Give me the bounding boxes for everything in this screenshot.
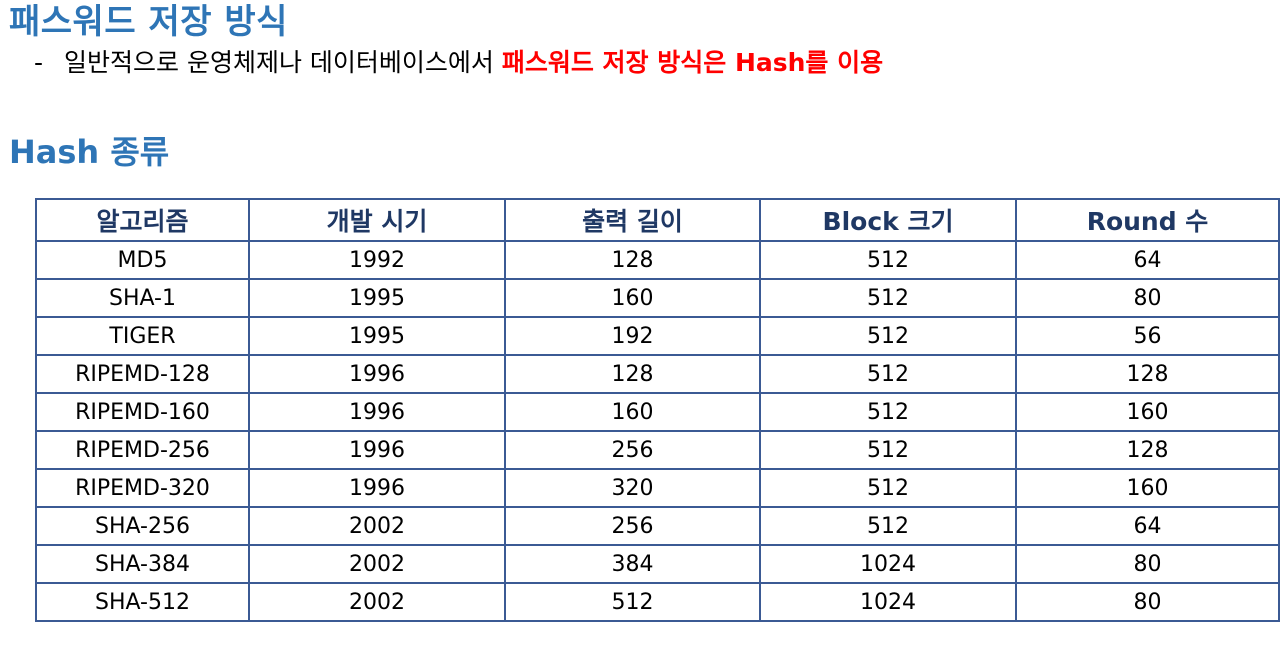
table-row: SHA-1 1995 160 512 80: [35, 278, 1280, 318]
cell-output-length: 160: [504, 392, 761, 432]
cell-round-count: 80: [1015, 278, 1280, 318]
cell-output-length: 256: [504, 506, 761, 546]
cell-round-count: 64: [1015, 240, 1280, 280]
cell-round-count: 160: [1015, 468, 1280, 508]
cell-block-size: 1024: [759, 582, 1017, 622]
cell-dev-period: 2002: [248, 506, 506, 546]
header-algorithm: 알고리즘: [35, 198, 250, 242]
cell-algorithm: SHA-512: [35, 582, 250, 622]
section-title: Hash 종류: [9, 133, 170, 171]
table-row: TIGER 1995 192 512 56: [35, 316, 1280, 356]
cell-block-size: 512: [759, 392, 1017, 432]
cell-dev-period: 1995: [248, 316, 506, 356]
cell-dev-period: 1996: [248, 468, 506, 508]
cell-round-count: 160: [1015, 392, 1280, 432]
cell-round-count: 56: [1015, 316, 1280, 356]
cell-output-length: 128: [504, 240, 761, 280]
cell-round-count: 80: [1015, 544, 1280, 584]
cell-output-length: 192: [504, 316, 761, 356]
cell-algorithm: TIGER: [35, 316, 250, 356]
cell-output-length: 128: [504, 354, 761, 394]
header-round-count: Round 수: [1015, 198, 1280, 242]
cell-dev-period: 1996: [248, 354, 506, 394]
cell-block-size: 512: [759, 468, 1017, 508]
cell-algorithm: RIPEMD-256: [35, 430, 250, 470]
table-row: RIPEMD-320 1996 320 512 160: [35, 468, 1280, 508]
cell-dev-period: 1992: [248, 240, 506, 280]
bullet-line: - 일반적으로 운영체제나 데이터베이스에서 패스워드 저장 방식은 Hash를 …: [34, 45, 883, 81]
cell-algorithm: SHA-256: [35, 506, 250, 546]
header-dev-period: 개발 시기: [248, 198, 506, 242]
cell-round-count: 128: [1015, 354, 1280, 394]
page-title: 패스워드 저장 방식: [9, 2, 288, 42]
cell-block-size: 1024: [759, 544, 1017, 584]
cell-block-size: 512: [759, 316, 1017, 356]
cell-round-count: 128: [1015, 430, 1280, 470]
cell-algorithm: SHA-1: [35, 278, 250, 318]
cell-dev-period: 1996: [248, 430, 506, 470]
table-header-row: 알고리즘 개발 시기 출력 길이 Block 크기 Round 수: [35, 198, 1280, 242]
cell-output-length: 512: [504, 582, 761, 622]
bullet-text: 일반적으로 운영체제나 데이터베이스에서: [64, 48, 502, 77]
cell-output-length: 320: [504, 468, 761, 508]
cell-algorithm: RIPEMD-128: [35, 354, 250, 394]
cell-output-length: 256: [504, 430, 761, 470]
hash-table: 알고리즘 개발 시기 출력 길이 Block 크기 Round 수 MD5 19…: [35, 198, 1280, 622]
header-output-length: 출력 길이: [504, 198, 761, 242]
cell-algorithm: RIPEMD-320: [35, 468, 250, 508]
cell-round-count: 80: [1015, 582, 1280, 622]
cell-output-length: 160: [504, 278, 761, 318]
table-row: RIPEMD-256 1996 256 512 128: [35, 430, 1280, 470]
cell-dev-period: 1996: [248, 392, 506, 432]
cell-round-count: 64: [1015, 506, 1280, 546]
cell-output-length: 384: [504, 544, 761, 584]
bullet-dash: -: [34, 48, 44, 77]
cell-algorithm: RIPEMD-160: [35, 392, 250, 432]
cell-dev-period: 1995: [248, 278, 506, 318]
table-row: RIPEMD-128 1996 128 512 128: [35, 354, 1280, 394]
cell-dev-period: 2002: [248, 582, 506, 622]
cell-algorithm: MD5: [35, 240, 250, 280]
cell-block-size: 512: [759, 240, 1017, 280]
bullet-highlight: 패스워드 저장 방식은 Hash를 이용: [501, 48, 884, 77]
table-row: SHA-256 2002 256 512 64: [35, 506, 1280, 546]
header-block-size: Block 크기: [759, 198, 1017, 242]
table-row: RIPEMD-160 1996 160 512 160: [35, 392, 1280, 432]
table-row: MD5 1992 128 512 64: [35, 240, 1280, 280]
cell-block-size: 512: [759, 506, 1017, 546]
cell-algorithm: SHA-384: [35, 544, 250, 584]
cell-block-size: 512: [759, 430, 1017, 470]
cell-dev-period: 2002: [248, 544, 506, 584]
table-row: SHA-512 2002 512 1024 80: [35, 582, 1280, 622]
cell-block-size: 512: [759, 354, 1017, 394]
table-row: SHA-384 2002 384 1024 80: [35, 544, 1280, 584]
cell-block-size: 512: [759, 278, 1017, 318]
